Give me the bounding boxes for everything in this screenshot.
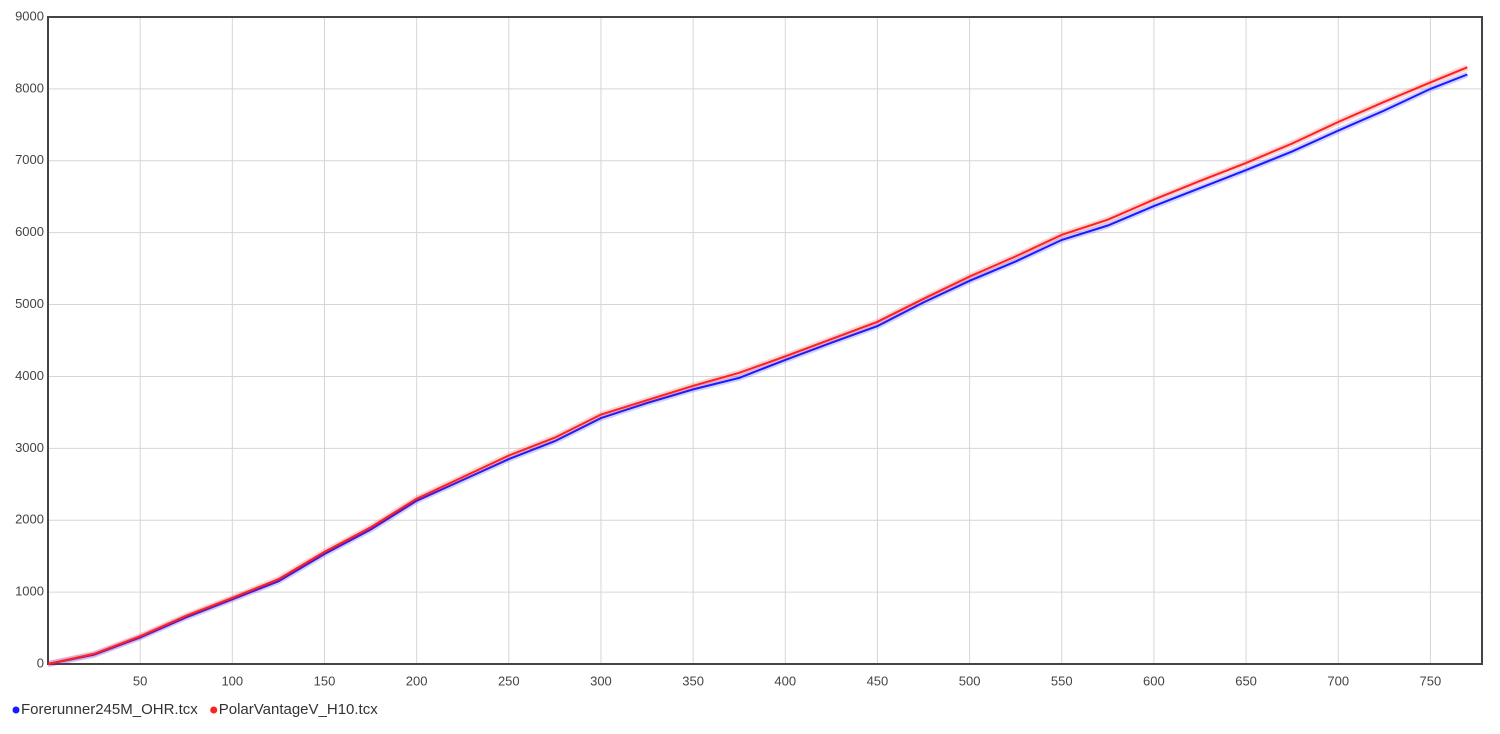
legend-marker (12, 706, 20, 714)
y-tick-label: 7000 (15, 152, 44, 167)
y-tick-label: 2000 (15, 512, 44, 527)
x-tick-label: 350 (682, 673, 704, 688)
x-tick-label: 50 (133, 673, 147, 688)
x-tick-label: 450 (867, 673, 889, 688)
x-tick-label: 150 (314, 673, 336, 688)
x-tick-label: 200 (406, 673, 428, 688)
x-tick-label: 650 (1235, 673, 1257, 688)
x-tick-label: 600 (1143, 673, 1165, 688)
y-tick-label: 0 (37, 655, 44, 670)
x-tick-label: 550 (1051, 673, 1073, 688)
x-tick-label: 500 (959, 673, 981, 688)
y-tick-label: 1000 (15, 584, 44, 599)
y-tick-label: 4000 (15, 368, 44, 383)
y-tick-label: 6000 (15, 224, 44, 239)
y-tick-label: 8000 (15, 80, 44, 95)
x-tick-label: 300 (590, 673, 612, 688)
plot-border (47, 16, 1483, 665)
y-tick-label: 9000 (15, 8, 44, 23)
x-tick-label: 100 (221, 673, 243, 688)
legend-item: Forerunner245M_OHR.tcx (12, 701, 198, 718)
y-tick-label: 3000 (15, 440, 44, 455)
legend-item: PolarVantageV_H10.tcx (210, 701, 378, 718)
x-tick-label: 750 (1420, 673, 1442, 688)
x-tick-label: 700 (1327, 673, 1349, 688)
y-tick-label: 5000 (15, 296, 44, 311)
legend-label: PolarVantageV_H10.tcx (219, 701, 378, 718)
legend-label: Forerunner245M_OHR.tcx (21, 701, 198, 718)
series-line (47, 73, 1468, 665)
series-line (47, 66, 1468, 665)
x-tick-label: 400 (774, 673, 796, 688)
legend-marker (210, 706, 218, 714)
x-tick-label: 250 (498, 673, 520, 688)
